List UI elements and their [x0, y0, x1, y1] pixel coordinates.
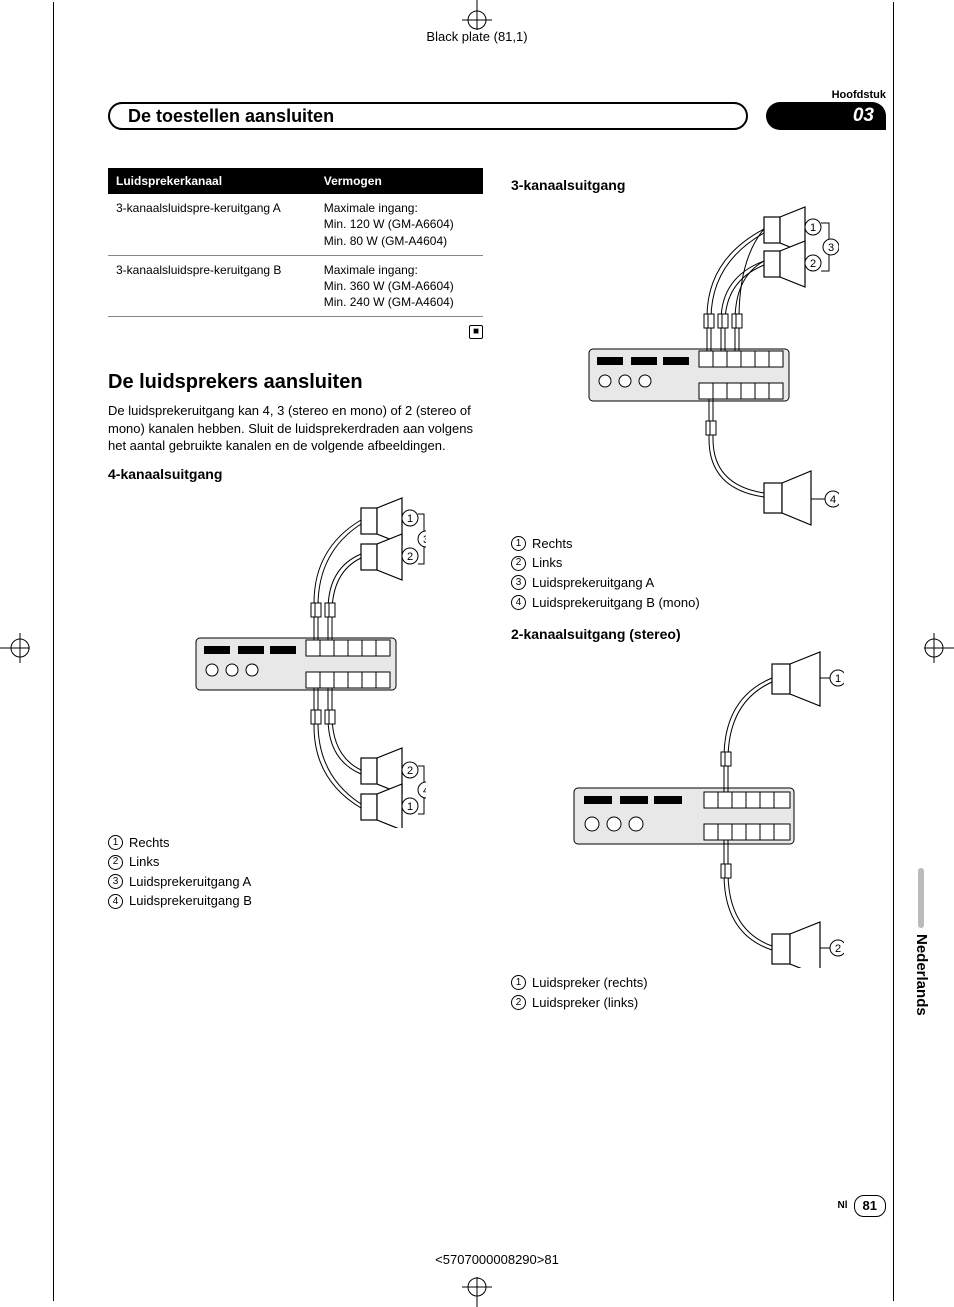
- table-cell: 3-kanaalsluidspre-keruitgang A: [108, 194, 316, 255]
- chapter-number-badge: 03: [766, 102, 886, 130]
- fig2-heading: 2-kanaalsuitgang (stereo): [511, 625, 886, 644]
- table-cell: 3-kanaalsluidspre-keruitgang B: [108, 255, 316, 317]
- table-cell: Maximale ingang: Min. 120 W (GM-A6604) M…: [316, 194, 483, 255]
- diagram-4channel: 1 2 3 2 1: [108, 488, 483, 828]
- table-row: 3-kanaalsluidspre-keruitgang B Maximale …: [108, 255, 483, 317]
- crop-mark-right: [914, 628, 954, 668]
- page-title: De toestellen aansluiten: [108, 102, 748, 130]
- diagram-2channel: 1 2: [511, 648, 886, 968]
- svg-text:1: 1: [834, 673, 840, 685]
- table-row: 3-kanaalsluidspre-keruitgang A Maximale …: [108, 194, 483, 255]
- fig3-legend: 1Rechts 2Links 3Luidsprekeruitgang A 4Lu…: [511, 535, 886, 611]
- language-tab: Nederlands: [910, 868, 932, 1058]
- svg-text:2: 2: [834, 943, 840, 955]
- fig2-legend: 1Luidspreker (rechts) 2Luidspreker (link…: [511, 974, 886, 1011]
- svg-text:3: 3: [827, 242, 833, 254]
- svg-text:2: 2: [406, 765, 412, 777]
- section-end-icon: ■: [108, 321, 483, 339]
- crop-mark-bottom: [457, 1267, 497, 1307]
- section-heading: De luidsprekers aansluiten: [108, 369, 483, 396]
- chapter-label: Hoofdstuk: [832, 88, 886, 103]
- svg-text:1: 1: [406, 801, 412, 813]
- crop-mark-left: [0, 628, 40, 668]
- section-paragraph: De luidsprekeruitgang kan 4, 3 (stereo e…: [108, 402, 483, 455]
- svg-text:1: 1: [406, 513, 412, 525]
- right-column: 3-kanaalsuitgang: [511, 168, 886, 1227]
- table-header: Vermogen: [316, 168, 483, 194]
- fig4-heading: 4-kanaalsuitgang: [108, 465, 483, 484]
- left-column: Luidsprekerkanaal Vermogen 3-kanaalsluid…: [108, 168, 483, 1227]
- fig3-heading: 3-kanaalsuitgang: [511, 176, 886, 195]
- table-header: Luidsprekerkanaal: [108, 168, 316, 194]
- svg-text:2: 2: [406, 551, 412, 563]
- svg-text:4: 4: [829, 494, 835, 506]
- footer-code: <5707000008290>81: [435, 1251, 559, 1269]
- svg-text:1: 1: [809, 222, 815, 234]
- plate-label: Black plate (81,1): [0, 28, 954, 46]
- table-cell: Maximale ingang: Min. 360 W (GM-A6604) M…: [316, 255, 483, 317]
- diagram-3channel: 1 2 3 4: [511, 199, 886, 529]
- fig4-legend: 1Rechts 2Links 3Luidsprekeruitgang A 4Lu…: [108, 834, 483, 910]
- speaker-power-table: Luidsprekerkanaal Vermogen 3-kanaalsluid…: [108, 168, 483, 317]
- svg-text:2: 2: [809, 258, 815, 270]
- page-footer: Nl 81: [838, 1195, 886, 1217]
- svg-text:3: 3: [422, 534, 425, 546]
- svg-text:4: 4: [422, 785, 425, 797]
